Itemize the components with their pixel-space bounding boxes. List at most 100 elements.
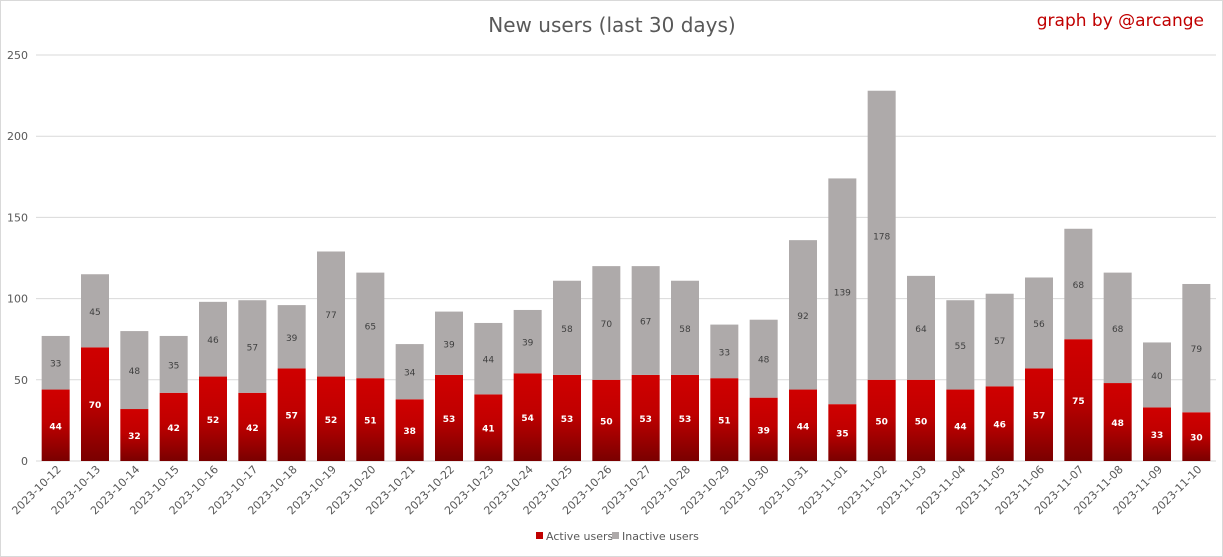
- data-label-active: 57: [285, 412, 298, 422]
- bar-inactive: [435, 311, 463, 375]
- bar-active: [985, 386, 1014, 461]
- bar-inactive: [867, 90, 896, 380]
- data-label-active: 75: [1072, 397, 1085, 407]
- data-label-active: 52: [207, 416, 220, 426]
- bar-active: [710, 378, 739, 461]
- data-label-active: 52: [325, 416, 338, 426]
- legend: Active users Inactive users: [536, 530, 699, 543]
- bar-inactive: [41, 335, 70, 390]
- legend-label-active: Active users: [546, 530, 614, 543]
- bar-active: [907, 379, 935, 461]
- bar-inactive: [474, 322, 503, 395]
- data-label-active: 50: [600, 417, 613, 427]
- bar-active: [199, 376, 227, 461]
- data-label-inactive: 70: [601, 320, 613, 330]
- bar-inactive: [1025, 277, 1053, 369]
- bar-active: [1064, 339, 1093, 461]
- data-label-active: 53: [679, 415, 692, 425]
- bar-active: [238, 392, 267, 461]
- data-label-active: 46: [993, 421, 1006, 431]
- data-label-active: 44: [49, 422, 62, 432]
- bar-active: [553, 374, 581, 461]
- data-label-active: 53: [639, 415, 652, 425]
- data-label-inactive: 58: [561, 325, 573, 335]
- bar-active: [277, 368, 306, 461]
- data-label-inactive: 58: [679, 325, 691, 335]
- bar-active: [828, 404, 857, 461]
- data-label-active: 38: [403, 427, 416, 437]
- bar-inactive: [907, 275, 935, 380]
- data-label-active: 53: [443, 415, 456, 425]
- data-label-inactive: 39: [443, 340, 455, 350]
- bar-inactive: [671, 280, 699, 375]
- data-label-inactive: 68: [1112, 325, 1124, 335]
- legend-swatch-active: [536, 532, 543, 539]
- data-label-inactive: 35: [168, 361, 179, 371]
- data-label-inactive: 44: [483, 356, 495, 366]
- data-label-inactive: 67: [640, 318, 651, 328]
- bar-active: [592, 379, 621, 461]
- data-label-inactive: 56: [1033, 320, 1045, 330]
- chart-title: New users (last 30 days): [488, 13, 735, 37]
- bar-active: [120, 409, 149, 461]
- bar-active: [81, 347, 109, 461]
- data-label-active: 41: [482, 425, 495, 435]
- bar-inactive: [395, 344, 424, 400]
- data-label-active: 50: [915, 417, 928, 427]
- bar-inactive: [317, 251, 345, 377]
- bar-active: [395, 399, 424, 461]
- bar-active: [671, 374, 699, 461]
- bar-active: [317, 376, 345, 461]
- y-tick-label: 200: [7, 130, 28, 143]
- data-label-inactive: 55: [955, 342, 966, 352]
- bar-inactive: [553, 280, 581, 375]
- legend-swatch-inactive: [612, 532, 619, 539]
- data-label-active: 70: [89, 401, 102, 411]
- data-label-inactive: 57: [247, 344, 258, 354]
- bar-active: [435, 374, 463, 461]
- data-label-inactive: 92: [797, 312, 808, 322]
- bar-inactive: [1143, 342, 1171, 408]
- bar-active: [1182, 412, 1211, 461]
- data-label-inactive: 48: [129, 367, 141, 377]
- data-label-active: 50: [875, 417, 888, 427]
- data-label-active: 39: [757, 426, 770, 436]
- data-label-active: 42: [246, 424, 259, 434]
- data-label-inactive: 39: [522, 339, 534, 349]
- bar-inactive: [238, 300, 267, 393]
- data-label-active: 44: [954, 422, 967, 432]
- data-label-inactive: 45: [89, 308, 100, 318]
- bar-inactive: [120, 331, 149, 410]
- data-label-inactive: 178: [873, 232, 890, 242]
- data-label-active: 33: [1151, 431, 1164, 441]
- data-label-inactive: 68: [1073, 281, 1085, 291]
- bar-inactive: [749, 319, 778, 398]
- bar-inactive: [199, 301, 227, 377]
- data-label-inactive: 77: [325, 311, 336, 321]
- y-tick-label: 150: [7, 211, 28, 224]
- data-label-inactive: 39: [286, 334, 298, 344]
- bar-inactive: [946, 300, 975, 390]
- bar-inactive: [828, 178, 857, 405]
- data-label-inactive: 34: [404, 369, 416, 379]
- data-label-inactive: 57: [994, 337, 1005, 347]
- data-label-inactive: 40: [1151, 372, 1163, 382]
- data-label-inactive: 33: [719, 348, 730, 358]
- bar-inactive: [1064, 228, 1093, 340]
- bar-inactive: [1182, 283, 1211, 413]
- bar-inactive: [81, 274, 109, 348]
- data-label-active: 54: [521, 414, 534, 424]
- data-label-active: 51: [718, 417, 731, 427]
- bar-inactive: [592, 266, 621, 380]
- bar-active: [513, 373, 542, 461]
- bar-inactive: [1103, 272, 1132, 384]
- data-label-active: 32: [128, 432, 141, 442]
- data-label-active: 51: [364, 417, 377, 427]
- bar-inactive: [789, 240, 817, 390]
- data-label-active: 53: [561, 415, 574, 425]
- bar-active: [159, 392, 188, 461]
- bar-active: [1025, 368, 1053, 461]
- y-tick-label: 100: [7, 293, 28, 306]
- data-label-active: 57: [1033, 412, 1046, 422]
- legend-label-inactive: Inactive users: [622, 530, 699, 543]
